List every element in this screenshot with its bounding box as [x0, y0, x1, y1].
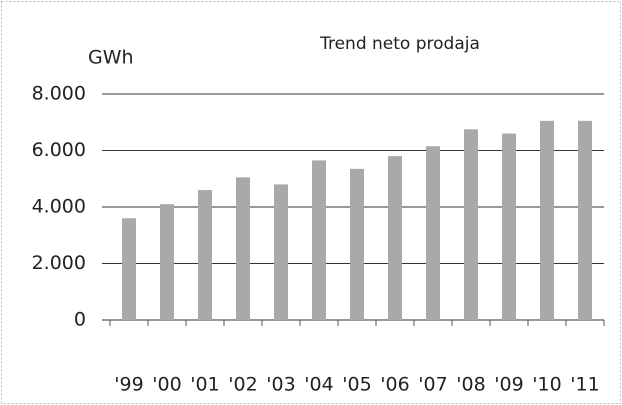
x-tick-label: '01 [190, 374, 219, 396]
x-tick-label: '04 [304, 374, 333, 396]
bar [350, 168, 364, 320]
bar [502, 133, 516, 320]
bar [388, 156, 402, 320]
bar [274, 184, 288, 320]
x-tick-label: '08 [456, 374, 485, 396]
bar [160, 204, 174, 320]
x-tick-label: '10 [532, 374, 561, 396]
x-tick-label: '07 [418, 374, 447, 396]
y-tick-label: 0 [74, 309, 86, 331]
x-tick-label: '09 [494, 374, 523, 396]
x-tick-label: '03 [266, 374, 295, 396]
y-axis-label: GWh [88, 47, 134, 69]
x-tick-label: '05 [342, 374, 371, 396]
x-tick-label: '99 [114, 374, 143, 396]
x-tick-label: '00 [152, 374, 181, 396]
x-tick-label: '02 [228, 374, 257, 396]
y-tick-label: 6.000 [32, 139, 86, 161]
bar [122, 218, 136, 320]
x-tick-label: '06 [380, 374, 409, 396]
y-tick-label: 2.000 [32, 252, 86, 274]
bar [426, 146, 440, 320]
y-tick-label: 8.000 [32, 83, 86, 105]
bar [578, 120, 592, 321]
bar [464, 129, 478, 320]
bar [236, 177, 250, 320]
x-tick-label: '11 [570, 374, 599, 396]
bar [312, 160, 326, 320]
bar [198, 190, 212, 320]
chart-title: Trend neto prodaja [319, 34, 480, 54]
bar [540, 120, 554, 321]
y-tick-label: 4.000 [32, 196, 86, 218]
